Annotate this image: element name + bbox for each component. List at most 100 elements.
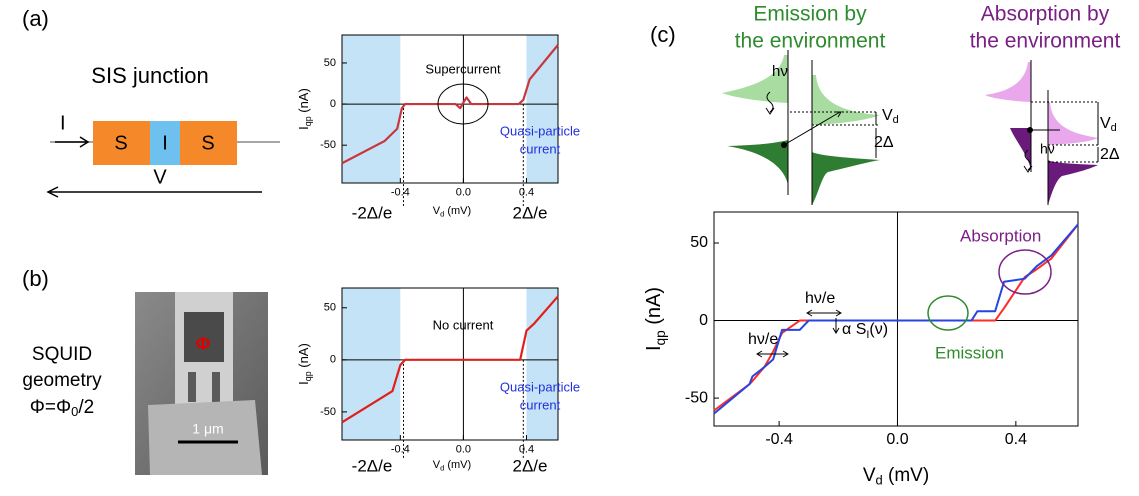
block-i — [150, 121, 180, 165]
highlight — [998, 249, 1052, 295]
hv-label: hν — [772, 63, 788, 80]
x-axis-label: Vd (mV) — [433, 205, 471, 218]
y-tick-label: 0 — [699, 312, 708, 329]
highlight — [927, 295, 969, 331]
x-tick-label: -0.4 — [391, 443, 410, 455]
y-tick-label: -50 — [320, 139, 336, 151]
flux-sub: 0 — [71, 404, 78, 419]
y-axis-label: Iqp (nA) — [296, 343, 313, 385]
transition — [783, 111, 842, 146]
plot-frame — [341, 34, 559, 184]
y-tick-label: -50 — [685, 389, 708, 406]
annotation: Absorption — [960, 226, 1041, 245]
label-part: I — [866, 329, 869, 341]
annotation: hν/e — [748, 331, 778, 348]
y-tick-label: 0 — [330, 354, 336, 366]
flux-text: Φ=Φ — [30, 397, 71, 418]
arrow — [806, 309, 842, 317]
dos-filled — [1048, 160, 1098, 205]
scale-label: 1 μm — [192, 421, 223, 437]
photon — [765, 91, 775, 115]
dos-filled — [1010, 128, 1031, 170]
level — [790, 111, 878, 126]
emission-schematic — [722, 50, 880, 205]
y-tick-label: 50 — [690, 234, 708, 251]
sis-circuit — [46, 121, 280, 198]
panel-label: (c) — [650, 22, 676, 47]
highlight — [437, 83, 489, 125]
voltage-arrow — [46, 186, 262, 198]
x-tick-label: -0.4 — [765, 431, 793, 448]
sem-junction — [188, 372, 196, 402]
y-tick-label: 0 — [330, 98, 336, 110]
label-part: d — [876, 473, 883, 488]
sem-image — [135, 292, 268, 475]
y-tick-label: -50 — [320, 406, 336, 418]
arrow — [832, 318, 840, 334]
vd-sub: d — [1111, 122, 1117, 134]
squid-flux: Φ=Φ0/2 — [30, 397, 95, 419]
label-part: (nA) — [296, 343, 311, 371]
annotation: Quasi-particle — [500, 379, 580, 394]
label-part: V — [433, 459, 441, 471]
annotation: -2Δ/e — [352, 203, 393, 222]
x-axis-label: Vd (mV) — [433, 459, 471, 472]
block-label: S — [114, 132, 127, 154]
label-part: d — [440, 209, 444, 218]
x-tick-label: 0.0 — [456, 186, 471, 198]
label-part: (mV) — [444, 205, 471, 217]
panel-label: (b) — [22, 266, 49, 291]
series-line — [341, 44, 559, 165]
y-axis-label: Iqp (nA) — [296, 88, 313, 130]
plot-frame — [341, 287, 559, 441]
sem-junction — [212, 372, 220, 402]
label-part: qp — [653, 330, 668, 345]
absorption-title: the environment — [970, 30, 1121, 53]
x-tick-label: 0.0 — [886, 431, 908, 448]
x-tick-label: 0.0 — [456, 443, 471, 455]
annotation: No current — [433, 317, 494, 332]
shaded-region — [342, 288, 401, 440]
label-part: I — [296, 381, 311, 385]
label-part: (nA) — [643, 287, 665, 330]
annotation: current — [520, 141, 561, 156]
shaded-region — [526, 35, 558, 183]
hv-label: hν — [1040, 141, 1055, 157]
block-s — [93, 121, 150, 165]
x-tick-label: 0.4 — [519, 186, 534, 198]
x-tick-label: 0.4 — [519, 443, 534, 455]
sem-base — [148, 400, 262, 475]
annotation: α SI(ν) — [842, 321, 888, 340]
annotation: current — [520, 397, 561, 412]
block-s — [180, 121, 237, 165]
vd-text: V — [882, 107, 893, 124]
label-part: qp — [303, 116, 313, 126]
photon — [1023, 149, 1033, 173]
shaded-region — [342, 35, 401, 183]
label-part: V — [863, 465, 876, 486]
dos-filled — [1048, 102, 1098, 145]
voltage-label: V — [153, 166, 167, 188]
panel-label: (a) — [22, 6, 49, 31]
plot-frame — [713, 211, 1079, 427]
sem-hole — [184, 312, 224, 362]
y-axis-label: Iqp (nA) — [643, 287, 667, 351]
x-tick-label: -0.4 — [391, 186, 410, 198]
dos-filled — [722, 55, 788, 103]
series-line — [713, 223, 1079, 415]
vd-label: Vd — [882, 107, 899, 126]
arrow — [756, 350, 789, 358]
absorption-schematic — [985, 60, 1099, 205]
label-part: qp — [303, 371, 313, 381]
vd-sub: d — [893, 114, 899, 126]
sis-title: SIS junction — [91, 63, 208, 88]
dos-filled — [812, 152, 880, 205]
label-part: d — [440, 463, 444, 472]
block-label: I — [162, 132, 168, 154]
annotation: Supercurrent — [425, 61, 501, 76]
emission-title: the environment — [735, 30, 886, 53]
annotation: 2Δ/e — [513, 456, 548, 475]
current-label: I — [60, 112, 66, 134]
annotation: 2Δ/e — [513, 203, 548, 222]
vd-label: Vd — [1100, 115, 1117, 134]
